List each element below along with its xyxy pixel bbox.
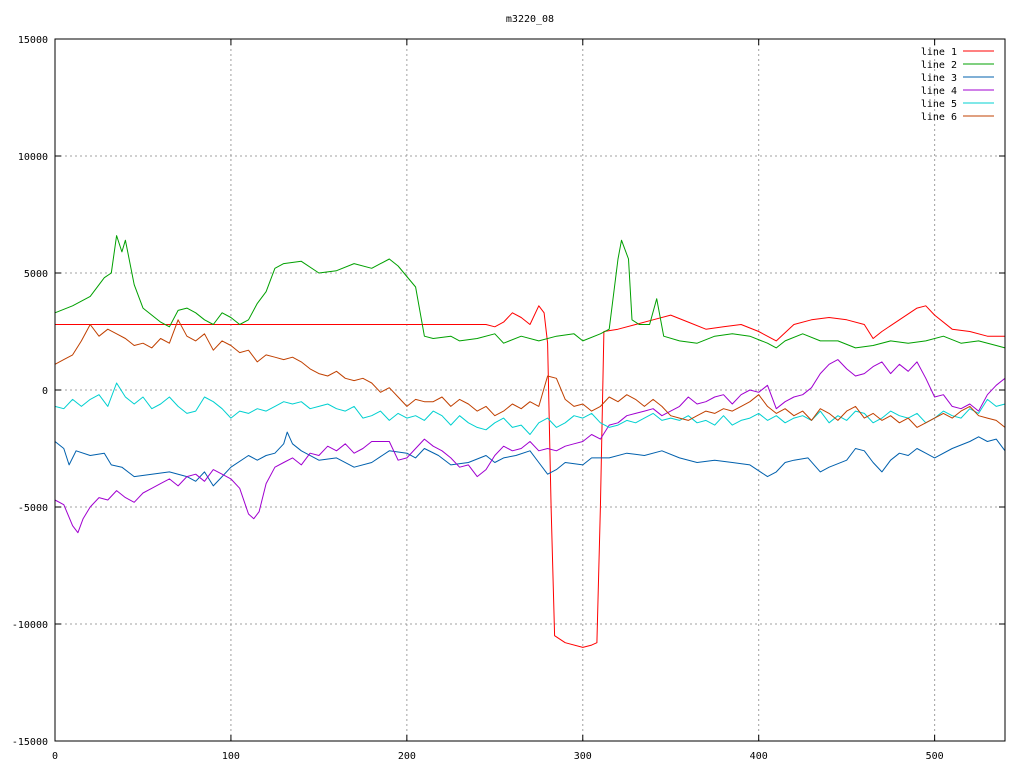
y-tick-label: 15000 (18, 35, 48, 46)
legend-label: line 2 (921, 60, 957, 71)
y-tick-label: 0 (42, 386, 48, 397)
y-tick-label: -5000 (18, 503, 48, 514)
legend: line 1 line 2 line 3 line 4 line 5 line 6 (921, 47, 994, 123)
series-line-2 (54, 235, 1006, 349)
series-line-5 (54, 382, 1006, 435)
y-tick-label: -15000 (12, 737, 48, 748)
series-lines (54, 235, 1006, 648)
legend-label: line 5 (921, 99, 957, 110)
legend-label: line 3 (921, 73, 957, 84)
grid (55, 39, 1005, 741)
series-line-1 (55, 305, 1005, 648)
x-tick-label: 100 (222, 751, 240, 762)
series-line-6 (54, 319, 1006, 428)
x-tick-label: 500 (926, 751, 944, 762)
x-tick-label: 400 (750, 751, 768, 762)
y-tick-label: 5000 (24, 269, 48, 280)
series-line-3 (54, 431, 1006, 487)
y-tick-label: -10000 (12, 620, 48, 631)
axis-ticks: 0 100 200 300 400 500 -15000 -10000 -5000 0 5000 10… (12, 35, 1005, 762)
legend-label: line 1 (921, 47, 957, 58)
series-line-4 (54, 359, 1006, 534)
y-tick-label: 10000 (18, 152, 48, 163)
chart-title: m3220_08 (506, 14, 554, 25)
legend-label: line 6 (921, 112, 957, 123)
x-tick-label: 300 (574, 751, 592, 762)
x-tick-label: 200 (398, 751, 416, 762)
legend-label: line 4 (921, 86, 957, 97)
x-tick-label: 0 (52, 751, 58, 762)
